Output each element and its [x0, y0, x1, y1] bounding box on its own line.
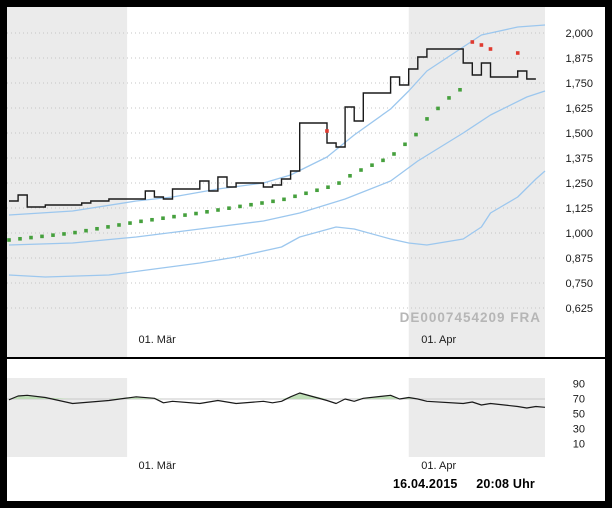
svg-text:30: 30: [573, 424, 585, 436]
price-series: [9, 48, 536, 208]
svg-text:0,750: 0,750: [565, 278, 593, 290]
y-axis-labels: 90 70 50 30 10: [573, 379, 585, 451]
svg-text:1,500: 1,500: [565, 128, 593, 140]
x-axis-labels: 01. Mär 01. Apr: [138, 460, 456, 472]
indicator-chart: 90 70 50 30 10 01. Mär 01. Apr: [7, 378, 585, 472]
svg-text:0,875: 0,875: [565, 253, 593, 265]
svg-text:1,250: 1,250: [565, 178, 593, 190]
y-axis-labels: 2,000 1,875 1,750 1,625 1,500 1,375 1,250 1,125…: [565, 28, 593, 315]
svg-text:50: 50: [573, 409, 585, 421]
timestamp: 16.04.2015 20:08 Uhr: [393, 477, 535, 491]
timestamp-time: 20:08 Uhr: [476, 477, 535, 491]
svg-text:01. Mär: 01. Mär: [138, 334, 176, 346]
watermark: DE0007454209 FRA: [400, 310, 541, 325]
month-shading: [7, 7, 545, 357]
svg-text:1,000: 1,000: [565, 228, 593, 240]
month-shading: [7, 378, 545, 457]
bollinger-middle-series: [8, 90, 546, 246]
svg-text:1,125: 1,125: [565, 203, 593, 215]
chart-background: DE0007454209 FRA 2,000 1,875 1,750 1,625 1,50…: [7, 7, 605, 501]
price-chart: DE0007454209 FRA 2,000 1,875 1,750 1,625 1,50…: [7, 7, 593, 357]
signal-dots-series: [325, 40, 520, 133]
svg-text:10: 10: [573, 439, 585, 451]
timestamp-date: 16.04.2015: [392, 477, 458, 491]
gridlines: [7, 32, 545, 309]
svg-text:0,625: 0,625: [565, 303, 593, 315]
svg-text:1,625: 1,625: [565, 103, 593, 115]
bollinger-lower-series: [8, 170, 546, 278]
momentum-series: [8, 392, 546, 409]
svg-text:1,875: 1,875: [565, 53, 593, 65]
svg-text:DE0007454209 FRA: DE0007454209 FRA: [400, 310, 541, 325]
svg-text:01. Apr: 01. Apr: [421, 460, 456, 472]
ma-dotted-series: [7, 87, 462, 242]
svg-text:1,750: 1,750: [565, 78, 593, 90]
svg-text:2,000: 2,000: [565, 28, 593, 40]
svg-text:90: 90: [573, 379, 585, 391]
svg-text:01. Apr: 01. Apr: [421, 334, 456, 346]
svg-text:01. Mär: 01. Mär: [138, 460, 176, 472]
panel-divider: [7, 357, 605, 359]
svg-text:1,375: 1,375: [565, 153, 593, 165]
svg-text:70: 70: [573, 394, 585, 406]
x-axis-labels: 01. Mär 01. Apr: [138, 334, 456, 346]
